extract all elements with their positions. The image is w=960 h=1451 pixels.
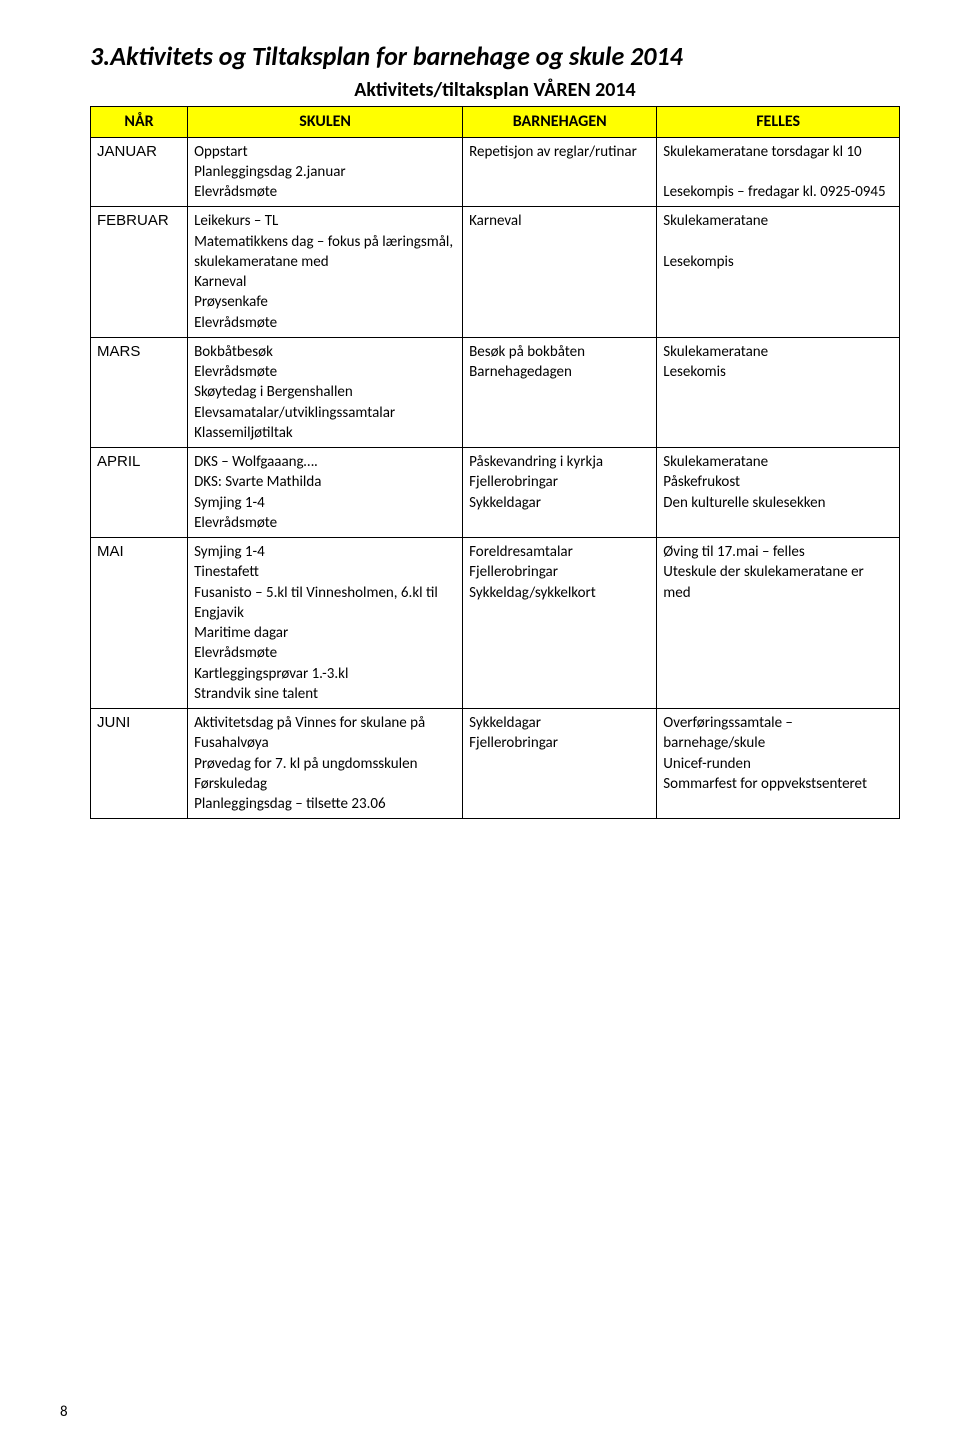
month-cell: JANUAR bbox=[91, 137, 188, 207]
barnehagen-cell: Besøk på bokbåten Barnehagedagen bbox=[463, 337, 657, 447]
plan-table: NÅR SKULEN BARNEHAGEN FELLES JANUAR Opps… bbox=[90, 106, 900, 819]
felles-cell: Øving til 17.mai – felles Uteskule der s… bbox=[657, 538, 900, 709]
barnehagen-cell: Repetisjon av reglar/rutinar bbox=[463, 137, 657, 207]
skulen-cell: Bokbåtbesøk Elevrådsmøte Skøytedag i Ber… bbox=[188, 337, 463, 447]
table-row: APRIL DKS – Wolfgaaang…. DKS: Svarte Mat… bbox=[91, 448, 900, 538]
col-header: SKULEN bbox=[188, 107, 463, 138]
month-cell: MAI bbox=[91, 538, 188, 709]
table-row: MAI Symjing 1-4 Tinestafett Fusanisto – … bbox=[91, 538, 900, 709]
table-header-row: NÅR SKULEN BARNEHAGEN FELLES bbox=[91, 107, 900, 138]
table-row: MARS Bokbåtbesøk Elevrådsmøte Skøytedag … bbox=[91, 337, 900, 447]
barnehagen-cell: Karneval bbox=[463, 207, 657, 338]
table-row: JANUAR Oppstart Planleggingsdag 2.januar… bbox=[91, 137, 900, 207]
felles-cell: Skulekameratane Lesekomis bbox=[657, 337, 900, 447]
barnehagen-cell: Sykkeldagar Fjellerobringar bbox=[463, 709, 657, 819]
col-header: BARNEHAGEN bbox=[463, 107, 657, 138]
skulen-cell: Symjing 1-4 Tinestafett Fusanisto – 5.kl… bbox=[188, 538, 463, 709]
skulen-cell: Leikekurs – TL Matematikkens dag – fokus… bbox=[188, 207, 463, 338]
felles-cell: Overføringssamtale – barnehage/skule Uni… bbox=[657, 709, 900, 819]
page-title: 3.Aktivitets og Tiltaksplan for barnehag… bbox=[90, 40, 900, 72]
table-row: JUNI Aktivitetsdag på Vinnes for skulane… bbox=[91, 709, 900, 819]
barnehagen-cell: Påskevandring i kyrkja Fjellerobringar S… bbox=[463, 448, 657, 538]
skulen-cell: Aktivitetsdag på Vinnes for skulane på F… bbox=[188, 709, 463, 819]
col-header: FELLES bbox=[657, 107, 900, 138]
table-row: FEBRUAR Leikekurs – TL Matematikkens dag… bbox=[91, 207, 900, 338]
month-cell: JUNI bbox=[91, 709, 188, 819]
felles-cell: Skulekameratane Påskefrukost Den kulture… bbox=[657, 448, 900, 538]
page-subtitle: Aktivitets/tiltaksplan VÅREN 2014 bbox=[90, 78, 900, 102]
felles-cell: Skulekameratane torsdagar kl 10 Lesekomp… bbox=[657, 137, 900, 207]
skulen-cell: DKS – Wolfgaaang…. DKS: Svarte Mathilda … bbox=[188, 448, 463, 538]
col-header: NÅR bbox=[91, 107, 188, 138]
felles-cell: Skulekameratane Lesekompis bbox=[657, 207, 900, 338]
skulen-cell: Oppstart Planleggingsdag 2.januar Elevrå… bbox=[188, 137, 463, 207]
month-cell: FEBRUAR bbox=[91, 207, 188, 338]
month-cell: APRIL bbox=[91, 448, 188, 538]
month-cell: MARS bbox=[91, 337, 188, 447]
page-number: 8 bbox=[60, 1403, 68, 1421]
barnehagen-cell: Foreldresamtalar Fjellerobringar Sykkeld… bbox=[463, 538, 657, 709]
